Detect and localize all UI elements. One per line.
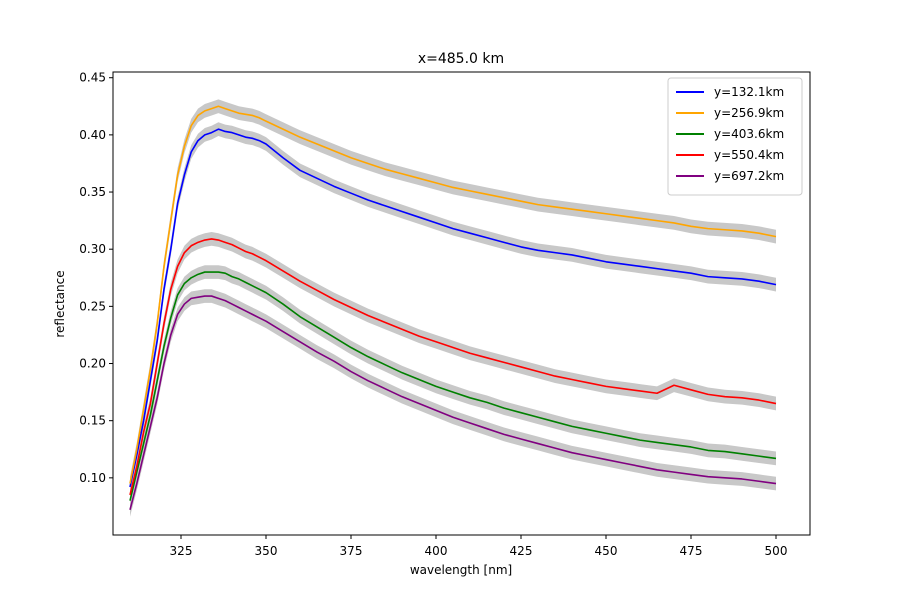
series-line-2 bbox=[129, 105, 777, 484]
x-tick-label: 500 bbox=[765, 544, 788, 558]
x-axis-label: wavelength [nm] bbox=[410, 563, 512, 577]
legend-label: y=256.9km bbox=[714, 106, 784, 120]
y-axis-label: reflectance bbox=[53, 270, 67, 337]
y-tick-label: 0.15 bbox=[79, 414, 106, 428]
y-axis: 0.10 0.15 0.20 0.25 0.30 0.35 0.40 0.45 bbox=[79, 71, 113, 485]
legend-label: y=550.4km bbox=[714, 148, 784, 162]
series-lines bbox=[129, 105, 777, 511]
x-tick-label: 425 bbox=[510, 544, 533, 558]
legend-box bbox=[667, 77, 803, 196]
legend-label: y=697.2km bbox=[714, 169, 784, 183]
y-tick-label: 0.35 bbox=[79, 185, 106, 199]
series-line-1 bbox=[129, 128, 777, 488]
chart-title: x=485.0 km bbox=[418, 51, 504, 67]
x-tick-label: 400 bbox=[425, 544, 448, 558]
legend-label: y=403.6km bbox=[714, 127, 784, 141]
series-line-4 bbox=[129, 238, 777, 496]
x-tick-label: 375 bbox=[340, 544, 363, 558]
x-axis: 325 350 375 400 425 450 475 500 bbox=[170, 535, 788, 558]
series-line-5 bbox=[129, 295, 777, 511]
uncertainty-bands bbox=[130, 99, 776, 517]
legend-label: y=132.1km bbox=[714, 85, 784, 99]
series-line-3 bbox=[129, 271, 777, 501]
x-tick-label: 450 bbox=[595, 544, 618, 558]
y-tick-label: 0.45 bbox=[79, 71, 106, 85]
x-tick-label: 350 bbox=[255, 544, 278, 558]
uncertainty-band-5 bbox=[130, 289, 776, 517]
plot-frame bbox=[112, 71, 811, 536]
y-tick-label: 0.20 bbox=[79, 357, 106, 371]
y-tick-label: 0.10 bbox=[79, 471, 106, 485]
y-tick-label: 0.40 bbox=[79, 128, 106, 142]
legend: y=132.1km y=256.9km y=403.6km y=550.4km y=69… bbox=[667, 77, 803, 196]
uncertainty-band-3 bbox=[130, 265, 776, 508]
y-tick-label: 0.25 bbox=[79, 299, 106, 313]
y-tick-label: 0.30 bbox=[79, 242, 106, 256]
x-tick-label: 475 bbox=[680, 544, 703, 558]
x-tick-label: 325 bbox=[170, 544, 193, 558]
